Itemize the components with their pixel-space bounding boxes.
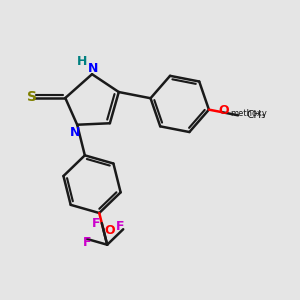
Text: F: F bbox=[83, 236, 92, 249]
Text: H: H bbox=[76, 55, 87, 68]
Text: methoxy: methoxy bbox=[230, 109, 267, 118]
Text: F: F bbox=[116, 220, 124, 233]
Text: O: O bbox=[104, 224, 115, 237]
Text: S: S bbox=[27, 90, 37, 104]
Text: CH₃: CH₃ bbox=[246, 110, 266, 120]
Text: F: F bbox=[92, 217, 100, 230]
Text: N: N bbox=[70, 126, 80, 139]
Text: N: N bbox=[88, 62, 99, 75]
Text: O: O bbox=[219, 104, 230, 117]
